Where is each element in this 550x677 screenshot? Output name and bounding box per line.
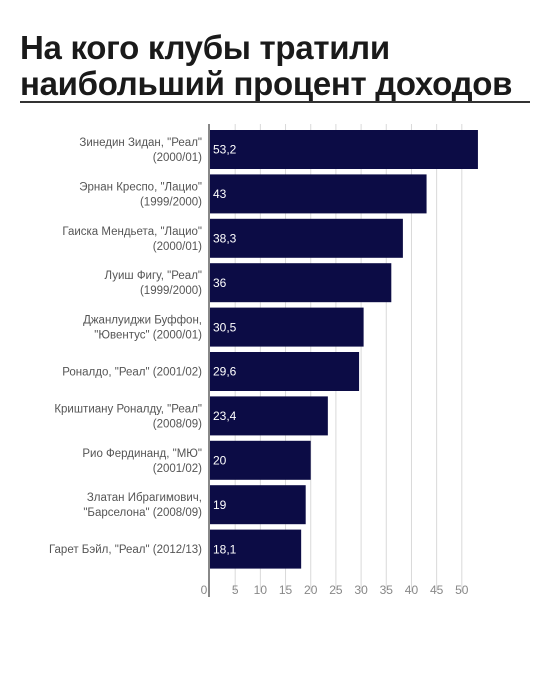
x-tick-label: 0 — [201, 583, 208, 597]
x-tick-label: 10 — [254, 583, 268, 597]
x-tick-label: 35 — [380, 583, 394, 597]
bar-value-label: 43 — [213, 187, 227, 201]
x-tick-label: 30 — [354, 583, 368, 597]
value-labels: 53,2 43 38,3 36 30,5 29,6 23,4 20 19 18,1 — [213, 143, 237, 557]
bar — [210, 174, 427, 214]
bar — [210, 130, 478, 169]
bar-value-label: 23,4 — [213, 409, 237, 423]
category-label: Зинедин Зидан, "Реал" — [79, 137, 202, 149]
bar — [210, 396, 328, 436]
title-divider — [20, 101, 530, 103]
category-labels: Зинедин Зидан, "Реал" (2000/01) Эрнан Крес… — [49, 137, 202, 556]
bar-value-label: 20 — [213, 453, 227, 467]
category-label: (2008/09) — [153, 418, 202, 430]
bars — [210, 130, 478, 569]
category-label: Гарет Бэйл, "Реал" (2012/13) — [49, 544, 202, 556]
chart-title-line-2: наибольший процент доходов — [20, 65, 513, 102]
bar — [210, 263, 392, 303]
category-label: Роналдо, "Реал" (2001/02) — [62, 367, 202, 379]
category-label: Златан Ибрагимович, — [87, 492, 202, 504]
x-tick-label: 40 — [405, 583, 419, 597]
x-tick-label: 25 — [329, 583, 343, 597]
bar-value-label: 30,5 — [213, 320, 237, 334]
category-label: Рио Фердинанд, "МЮ" — [82, 448, 202, 460]
x-tick-label: 20 — [304, 583, 318, 597]
x-axis: 0 5 10 15 20 25 30 35 40 45 50 — [201, 583, 469, 597]
category-label: Джанлуиджи Буффон, — [83, 315, 202, 327]
category-label: (1999/2000) — [140, 196, 202, 208]
bar-value-label: 53,2 — [213, 143, 237, 157]
category-label: Эрнан Креспо, "Лацио" — [79, 181, 202, 193]
bar — [210, 307, 364, 347]
x-tick-label: 45 — [430, 583, 444, 597]
bar-value-label: 36 — [213, 276, 227, 290]
bar — [210, 529, 302, 569]
bar — [210, 218, 403, 258]
bar — [210, 352, 360, 391]
bar-value-label: 19 — [213, 498, 227, 512]
x-tick-label: 5 — [232, 583, 239, 597]
x-tick-label: 15 — [279, 583, 293, 597]
category-label: Гаиска Мендьета, "Лацио" — [62, 226, 202, 238]
bar-value-label: 38,3 — [213, 231, 237, 245]
category-label: (2000/01) — [153, 152, 202, 164]
category-label: "Барселона" (2008/09) — [83, 507, 202, 519]
category-label: "Ювентус" (2000/01) — [94, 330, 202, 342]
chart-title-line-1: На кого клубы тратили — [20, 29, 390, 66]
bar — [210, 440, 311, 480]
category-label: Луиш Фигу, "Реал" — [105, 270, 202, 282]
category-label: (1999/2000) — [140, 285, 202, 297]
bar-value-label: 29,6 — [213, 365, 237, 379]
x-tick-label: 50 — [455, 583, 469, 597]
bar-value-label: 18,1 — [213, 542, 237, 556]
category-label: Криштиану Роналду, "Реал" — [54, 403, 202, 415]
bar — [210, 485, 306, 525]
category-label: (2001/02) — [153, 463, 202, 475]
category-label: (2000/01) — [153, 241, 202, 253]
chart-title: На кого клубы тратили наибольший процент… — [20, 30, 530, 102]
